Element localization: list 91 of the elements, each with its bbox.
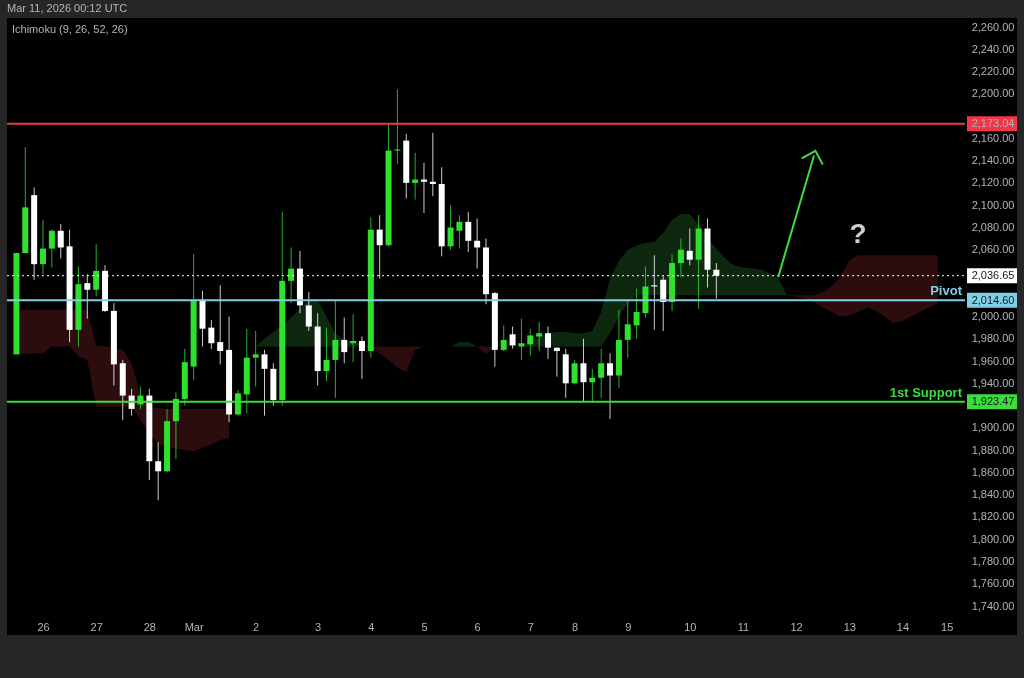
x-tick-label: 26 xyxy=(37,620,50,633)
candlestick xyxy=(40,219,47,275)
y-tick-label: 2,220.00 xyxy=(971,65,1015,78)
candlestick xyxy=(332,299,339,399)
annotation: ? xyxy=(849,218,867,249)
candlestick xyxy=(677,238,684,279)
x-tick-label: 12 xyxy=(790,620,803,633)
candlestick xyxy=(217,284,224,365)
candlestick xyxy=(93,243,100,297)
y-tick-label: 2,260.00 xyxy=(971,20,1015,33)
y-tick-label: 1,860.00 xyxy=(971,465,1015,478)
y-tick-label: 2,100.00 xyxy=(971,198,1015,211)
y-tick-label: 1,820.00 xyxy=(971,510,1015,523)
y-tick-label: 1,760.00 xyxy=(971,577,1015,590)
candlestick xyxy=(545,326,552,360)
y-tick-label: 1,900.00 xyxy=(971,421,1015,434)
x-tick-label: 10 xyxy=(684,620,697,633)
x-tick-label: 13 xyxy=(843,620,856,633)
candlestick xyxy=(598,348,605,399)
candlestick xyxy=(527,328,534,356)
y-tick-label: 1,960.00 xyxy=(971,354,1015,367)
y-tick-label: 1,880.00 xyxy=(971,443,1015,456)
candlestick xyxy=(571,359,578,385)
y-tick-label: 2,000.00 xyxy=(971,310,1015,322)
x-tick-label: 3 xyxy=(315,620,322,633)
x-tick-label: 9 xyxy=(625,620,632,633)
candlestick xyxy=(358,336,365,380)
y-tick-label: 2,036.65 xyxy=(971,269,1015,282)
candlestick xyxy=(429,132,436,197)
x-tick-label: 6 xyxy=(474,620,481,633)
y-tick-label: 1,740.00 xyxy=(971,599,1015,612)
candlestick xyxy=(234,389,241,417)
candlestick xyxy=(607,352,614,420)
candlestick xyxy=(155,441,162,501)
x-tick-label: 11 xyxy=(737,620,750,633)
x-tick-label: 27 xyxy=(90,620,103,633)
candlestick xyxy=(456,214,463,250)
candlestick xyxy=(624,300,631,359)
y-tick-label: 1,800.00 xyxy=(971,532,1015,545)
y-tick-label: 2,080.00 xyxy=(971,220,1015,233)
candlestick xyxy=(509,326,516,350)
y-tick-label: 2,120.00 xyxy=(971,176,1015,189)
y-tick-label: 2,160.00 xyxy=(971,131,1015,144)
x-tick-label: 2 xyxy=(253,620,260,633)
x-tick-label: 14 xyxy=(896,620,910,633)
x-tick-label: Mar xyxy=(184,620,204,633)
y-tick-label: 1,780.00 xyxy=(971,554,1015,567)
candlestick xyxy=(447,204,454,251)
y-tick-label: 1,980.00 xyxy=(971,332,1015,345)
candlestick xyxy=(172,391,179,460)
candlestick xyxy=(305,291,312,332)
candlestick xyxy=(341,317,348,364)
ref-line-label: Pivot xyxy=(930,283,963,299)
x-tick-label: 8 xyxy=(572,620,579,633)
x-tick-label: 28 xyxy=(143,620,156,633)
x-tick-label: 4 xyxy=(368,620,375,633)
candlestick xyxy=(465,211,472,253)
candlestick xyxy=(288,246,295,304)
candlestick xyxy=(323,327,330,382)
candlestick xyxy=(57,223,64,260)
chart-title: Mar 11, 2026 00:12 UTC xyxy=(7,2,128,14)
candlestick xyxy=(350,313,357,363)
y-tick-label: 2,014.60 xyxy=(971,293,1015,306)
candlestick xyxy=(412,152,419,201)
candlestick xyxy=(553,347,560,378)
candlestick xyxy=(580,338,587,403)
x-tick-label: 5 xyxy=(421,620,428,633)
candlestick xyxy=(252,330,259,388)
x-tick-label: 7 xyxy=(527,620,534,633)
y-tick-label: 2,200.00 xyxy=(971,87,1015,100)
candlestick xyxy=(208,319,215,350)
candlestick xyxy=(500,324,507,352)
candlestick xyxy=(420,162,427,214)
candlestick xyxy=(48,229,55,269)
candlestick xyxy=(536,321,543,352)
y-tick-label: 1,923.47 xyxy=(971,395,1015,408)
candlestick xyxy=(633,288,640,340)
candlestick xyxy=(686,228,693,266)
y-tick-label: 2,140.00 xyxy=(971,154,1015,167)
candlestick xyxy=(474,218,481,270)
y-tick-label: 2,240.00 xyxy=(971,42,1015,55)
y-tick-label: 2,173.04 xyxy=(971,117,1015,130)
ref-line-label: 1st Support xyxy=(889,384,963,400)
y-tick-label: 2,060.00 xyxy=(971,243,1015,256)
annotation: Ichimoku (9, 26, 52, 26) xyxy=(12,23,128,35)
y-tick-label: 1,940.00 xyxy=(971,376,1015,389)
y-tick-label: 1,840.00 xyxy=(971,488,1015,501)
candlestick xyxy=(261,349,268,417)
x-tick-label: 15 xyxy=(941,620,954,633)
candlestick xyxy=(394,88,401,165)
candlestick xyxy=(518,318,525,361)
